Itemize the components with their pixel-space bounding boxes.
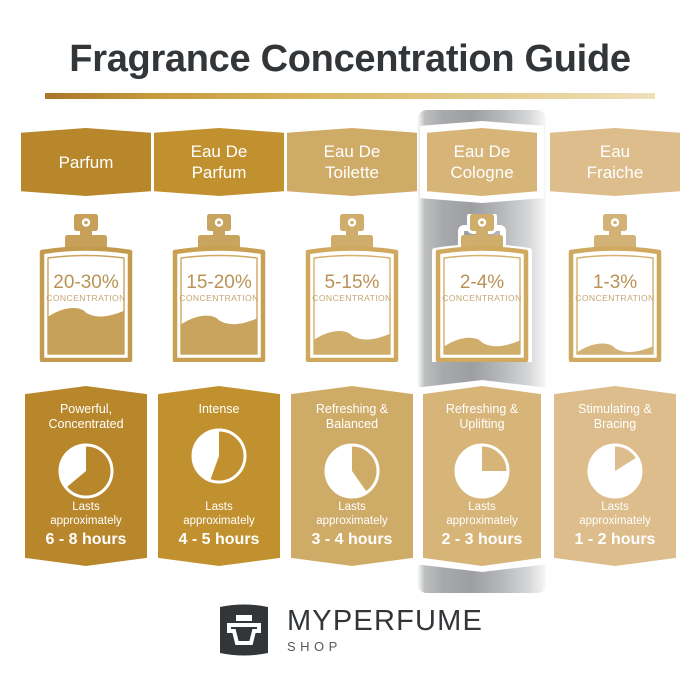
brand-name: MYPERFUME (286, 604, 484, 637)
concentration-label-eau-de-cologne: CONCENTRATION (442, 293, 522, 303)
bottle-svg-parfum: 20-30% CONCENTRATION (39, 214, 133, 362)
header-label-eau-de-parfum: Eau De Parfum (190, 142, 248, 182)
bottle-liquid (314, 331, 390, 354)
bottle-eau-de-toilette: 5-15% CONCENTRATION (287, 214, 417, 362)
card-lasts-label-eau-de-toilette: Lasts approximately (316, 501, 388, 527)
header-banner-eau-de-cologne[interactable]: Eau De Cologne (427, 128, 537, 196)
brand-logo-text: MYPERFUME SHOP (286, 604, 484, 655)
duration-pie-chart-eau-de-toilette (324, 443, 380, 499)
card-descriptor-eau-de-cologne: Refreshing & Uplifting (445, 402, 519, 431)
duration-card-wrap-eau-de-toilette: Refreshing & Balanced Lasts approximatel… (291, 386, 413, 566)
bottle-eau-de-parfum: 15-20% CONCENTRATION (154, 214, 284, 362)
concentration-label-eau-de-parfum: CONCENTRATION (179, 293, 259, 303)
card-duration-eau-de-cologne: 2 - 3 hours (441, 531, 523, 548)
bottle-svg-eau-de-parfum: 15-20% CONCENTRATION (172, 214, 266, 362)
concentration-value-eau-de-toilette: 5-15% (325, 272, 380, 293)
bottle-parfum: 20-30% CONCENTRATION (21, 214, 151, 362)
card-descriptor-eau-fraiche: Stimulating & Bracing (578, 402, 652, 431)
pie-svg-eau-de-cologne (454, 443, 510, 499)
card-lasts-label-eau-de-parfum: Lasts approximately (183, 501, 255, 527)
bottle-body (435, 246, 529, 362)
duration-pie-chart-eau-fraiche (587, 443, 643, 499)
concentration-value-eau-fraiche: 1-3% (593, 272, 637, 293)
duration-card-eau-de-toilette[interactable]: Refreshing & Balanced Lasts approximatel… (291, 386, 413, 566)
header-banner-wrap-eau-de-parfum: Eau De Parfum (154, 128, 284, 196)
bottle-svg-eau-de-toilette: 5-15% CONCENTRATION (305, 214, 399, 362)
product-column-parfum: Parfum 20-30% CONCENTRATION Powerful, Co… (21, 0, 151, 700)
header-label-eau-de-toilette: Eau De Toilette (323, 142, 381, 182)
card-descriptor-eau-de-parfum: Intense (198, 402, 240, 416)
bottle-liquid (48, 308, 124, 354)
concentration-value-eau-de-cologne: 2-4% (460, 272, 504, 293)
card-lasts-label-eau-de-cologne: Lasts approximately (446, 501, 518, 527)
duration-card-eau-de-cologne[interactable]: Refreshing & Uplifting Lasts approximate… (423, 386, 541, 566)
bottle-liquid (444, 337, 520, 354)
header-banner-wrap-parfum: Parfum (21, 128, 151, 196)
bottle-liquid (181, 315, 257, 354)
concentration-value-eau-de-parfum: 15-20% (186, 272, 252, 293)
concentration-label-eau-fraiche: CONCENTRATION (575, 293, 655, 303)
product-column-eau-de-cologne: Eau De Cologne 2-4% CONCENT (417, 0, 547, 700)
concentration-label-parfum: CONCENTRATION (46, 293, 126, 303)
duration-pie-chart-eau-de-parfum (191, 428, 247, 484)
duration-card-eau-de-parfum[interactable]: Intense Lasts approximately 4 - 5 hours (158, 386, 280, 566)
page-title-block: Fragrance Concentration Guide (0, 36, 700, 82)
product-column-eau-de-parfum: Eau De Parfum 15-20% CONCENTRATION Inten… (154, 0, 284, 700)
pie-svg-eau-de-toilette (324, 443, 380, 499)
header-label-eau-de-cologne: Eau De Cologne (450, 142, 514, 182)
bottle-liquid (577, 343, 653, 354)
header-banner-eau-de-parfum[interactable]: Eau De Parfum (154, 128, 284, 196)
card-duration-eau-fraiche: 1 - 2 hours (574, 531, 656, 548)
bottle-eau-de-cologne: 2-4% CONCENTRATION (417, 214, 547, 362)
header-banner-wrap-eau-de-cologne: Eau De Cologne (420, 121, 544, 203)
card-duration-eau-de-parfum: 4 - 5 hours (178, 531, 260, 548)
pie-svg-parfum (58, 443, 114, 499)
duration-card-wrap-eau-de-cologne: Refreshing & Uplifting Lasts approximate… (417, 380, 547, 572)
duration-card-wrap-eau-de-parfum: Intense Lasts approximately 4 - 5 hours (158, 386, 280, 566)
header-banner-eau-fraiche[interactable]: Eau Fraiche (550, 128, 680, 196)
header-banner-parfum[interactable]: Parfum (21, 128, 151, 196)
duration-pie-chart-parfum (58, 443, 114, 499)
duration-card-wrap-eau-fraiche: Stimulating & Bracing Lasts approximatel… (554, 386, 676, 566)
page-title: Fragrance Concentration Guide (69, 38, 631, 80)
bottle-eau-fraiche: 1-3% CONCENTRATION (550, 214, 680, 362)
pie-svg-eau-fraiche (587, 443, 643, 499)
duration-card-parfum[interactable]: Powerful, Concentrated Lasts approximate… (25, 386, 147, 566)
duration-card-eau-fraiche[interactable]: Stimulating & Bracing Lasts approximatel… (554, 386, 676, 566)
header-label-eau-fraiche: Eau Fraiche (586, 142, 644, 182)
duration-card-wrap-parfum: Powerful, Concentrated Lasts approximate… (25, 386, 147, 566)
concentration-value-parfum: 20-30% (53, 272, 119, 293)
header-banner-wrap-eau-fraiche: Eau Fraiche (550, 128, 680, 196)
brand-tagline: SHOP (286, 638, 342, 654)
card-lasts-label-eau-fraiche: Lasts approximately (579, 501, 651, 527)
card-duration-eau-de-toilette: 3 - 4 hours (311, 531, 393, 548)
bottle-svg-eau-fraiche: 1-3% CONCENTRATION (568, 214, 662, 362)
bottle-body (305, 246, 399, 362)
card-descriptor-eau-de-toilette: Refreshing & Balanced (315, 402, 389, 431)
perfume-bottle-icon (219, 604, 268, 656)
card-duration-parfum: 6 - 8 hours (45, 531, 127, 548)
header-label-parfum: Parfum (58, 152, 114, 172)
pie-svg-eau-de-parfum (191, 428, 247, 484)
card-descriptor-parfum: Powerful, Concentrated (48, 402, 124, 431)
duration-pie-chart-eau-de-cologne (454, 443, 510, 499)
product-column-eau-de-toilette: Eau De Toilette 5-15% CONCENTRATION Refr… (287, 0, 417, 700)
brand-logo: MYPERFUME SHOP (0, 601, 700, 659)
product-column-eau-fraiche: Eau Fraiche 1-3% CONCENTRATION Stimulati… (550, 0, 680, 700)
header-banner-eau-de-toilette[interactable]: Eau De Toilette (287, 128, 417, 196)
title-divider-rule (45, 93, 655, 99)
header-banner-wrap-eau-de-toilette: Eau De Toilette (287, 128, 417, 196)
card-lasts-label-parfum: Lasts approximately (50, 501, 122, 527)
bottle-body (568, 246, 662, 362)
bottle-svg-eau-de-cologne: 2-4% CONCENTRATION (432, 214, 532, 362)
concentration-label-eau-de-toilette: CONCENTRATION (312, 293, 392, 303)
